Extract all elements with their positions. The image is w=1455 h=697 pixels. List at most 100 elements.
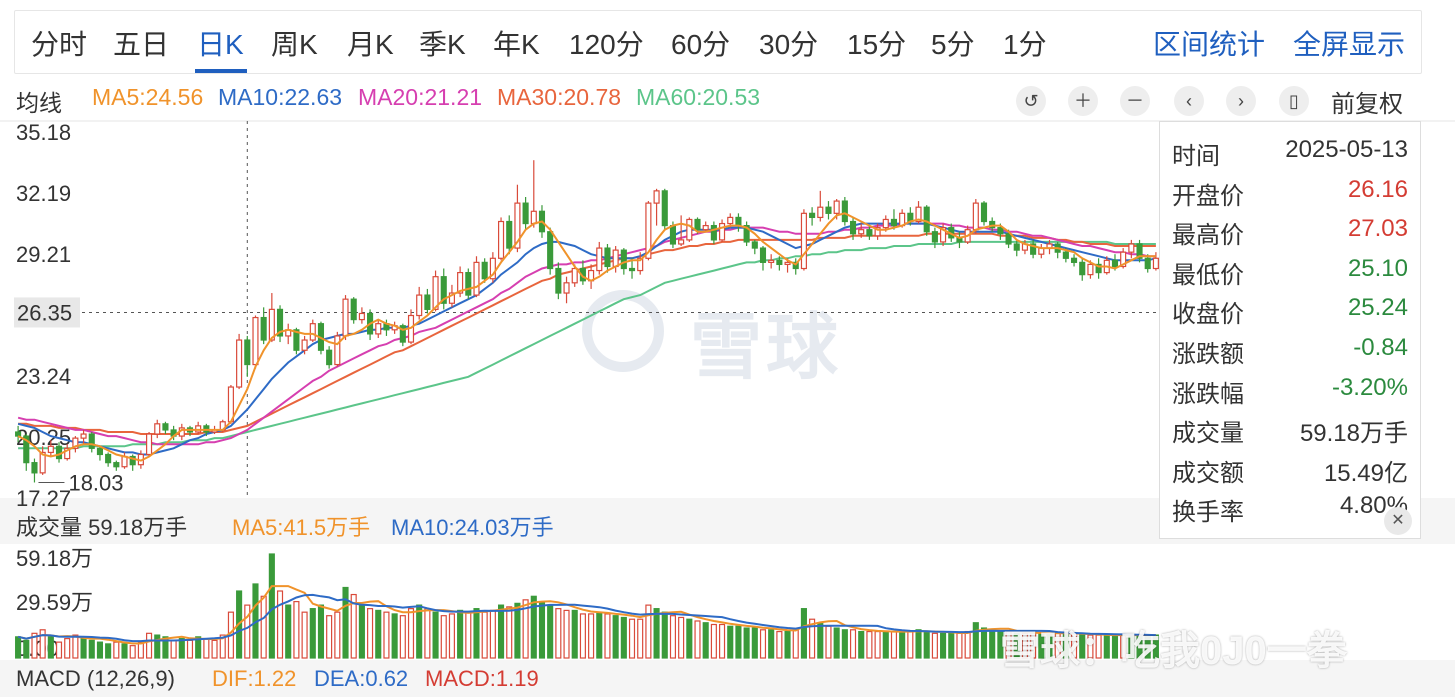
volume-bar [489,609,496,659]
tab-4[interactable]: 月K [347,29,394,60]
tab-11[interactable]: 5分 [931,29,975,60]
info-row: 开盘价 26.16 [1172,176,1408,210]
candle-body [890,218,898,227]
y-tick-label: 32.19 [16,181,71,206]
volume-bar [211,639,218,659]
volume-bar [55,641,63,659]
ma10-line [17,222,1157,456]
volume-bar [727,625,734,659]
fullscreen-button[interactable]: 全屏显示 [1293,29,1406,60]
volume-bar [612,615,619,659]
tab-12[interactable]: 1分 [1003,29,1047,60]
candle-body [80,433,87,439]
candle-body [39,451,46,474]
volume-bar [669,615,677,659]
tab-8[interactable]: 60分 [671,29,731,60]
candle-body [1128,243,1135,253]
next-icon[interactable]: › [1226,86,1256,116]
candle-body [244,339,251,366]
candle-body [1144,257,1151,270]
tab-2[interactable]: 日K [197,29,244,60]
volume-bar [907,630,914,659]
volume-bar [162,636,169,659]
volume-bar [923,630,930,659]
volume-bar [858,630,865,659]
candle-body [817,206,824,219]
volume-bar [1013,632,1020,659]
tab-10[interactable]: 15分 [847,29,907,60]
volume-bar [1152,634,1159,659]
volume-bar [473,608,480,659]
candle-body [612,249,619,268]
candle-body [931,231,938,243]
tab-1[interactable]: 五日 [113,29,170,60]
candle-body [833,200,840,214]
zoom-in-icon[interactable]: ＋ [1068,86,1098,116]
candle-body [72,437,79,449]
volume-bar [1021,632,1028,659]
candle-body [849,220,857,235]
info-value: -3.20% [1331,373,1408,401]
undo-icon[interactable]: ↺ [1016,86,1046,116]
tab-9[interactable]: 30分 [759,29,819,60]
volume-bar [448,613,455,659]
volume-bar [326,615,333,659]
candle-body [88,433,95,449]
candle-body [268,308,275,341]
info-value: -0.84 [1353,334,1408,361]
candle-body [784,261,791,266]
adjust-mode-select[interactable]: 前复权 [1331,91,1403,118]
candle-body [1079,261,1086,276]
close-icon[interactable]: ✕ [1384,507,1412,535]
info-row: 收盘价 25.24 [1172,294,1408,328]
candle-body [923,206,930,233]
volume-bar [497,604,505,659]
candle-body [759,247,767,263]
volume-bar [170,639,177,659]
volume-bar [465,611,472,659]
volume-bar [980,627,988,659]
volume-bar [792,629,799,659]
candle-body [637,257,644,272]
tab-7[interactable]: 120分 [569,29,644,60]
volume-bar [113,641,120,659]
volume-bar [129,645,136,659]
volume-bar [293,600,300,659]
volume-bar [702,622,709,659]
candle-body [825,206,832,214]
volume-bar [39,629,46,659]
candle-body [776,259,783,266]
volume-bar [653,608,660,659]
tab-6[interactable]: 年K [493,29,540,60]
candle-body [1013,243,1020,251]
tab-0[interactable]: 分时 [31,29,88,60]
info-key: 成交额 [1172,459,1244,487]
volume-bar [710,623,717,659]
volume-bar [407,608,415,659]
candle-body [751,241,758,249]
candle-body [858,229,865,235]
volume-bar [825,625,832,659]
volume-bar [686,618,693,659]
volume-bar [23,639,30,659]
ohlc-info-panel: 时间 2025-05-13 开盘价 26.16 最高价 27.03 最低价 25.10 收盘价 2… [1159,121,1421,539]
candle-body [309,323,316,341]
interval-stats-button[interactable]: 区间统计 [1153,29,1266,60]
volume-bar [1079,634,1086,659]
volume-ma10-line [17,593,1156,643]
candle-body [276,308,284,337]
candle-body [506,220,513,249]
candle-body [800,212,807,270]
volume-bar [809,618,816,659]
volume-bar [964,630,971,659]
zoom-out-icon[interactable]: － [1120,86,1150,116]
tab-3[interactable]: 周K [271,29,318,60]
candle-body [416,294,423,317]
candle-icon[interactable]: ▯ [1279,86,1309,116]
volume-bar [416,604,423,659]
candle-body [481,261,488,280]
prev-icon[interactable]: ‹ [1174,86,1204,116]
candle-body [866,229,873,237]
tab-5[interactable]: 季K [419,29,466,60]
volume-bar [244,604,251,659]
